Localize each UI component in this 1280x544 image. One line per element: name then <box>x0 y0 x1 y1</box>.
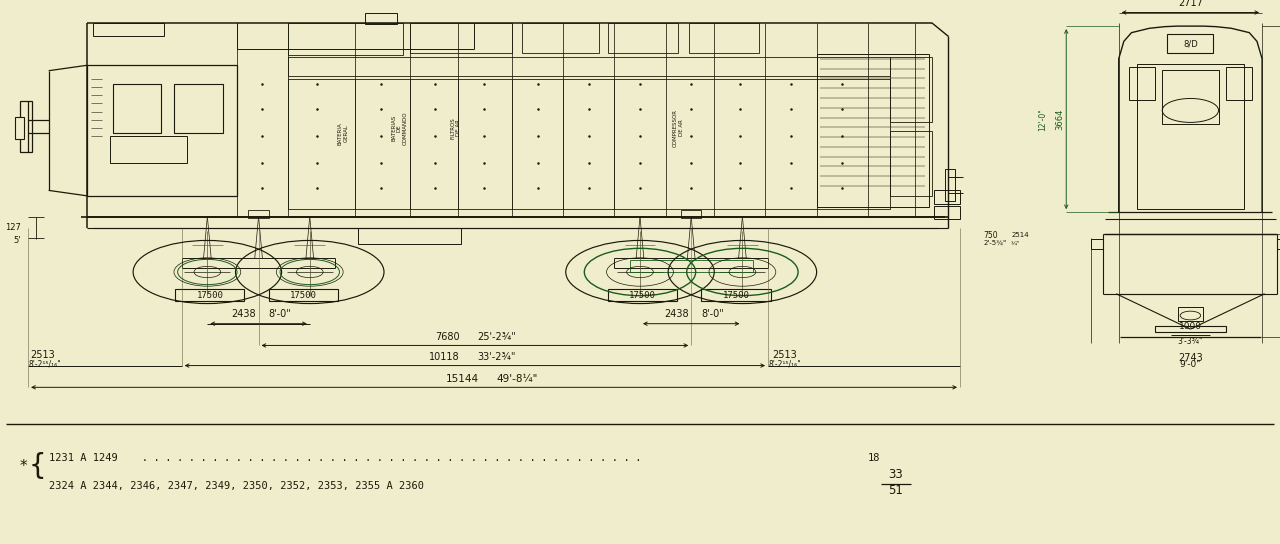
Text: 8'-0": 8'-0" <box>269 309 292 319</box>
Bar <box>681 210 701 218</box>
Bar <box>630 260 753 272</box>
Bar <box>1155 326 1226 332</box>
Text: 3'-3¾": 3'-3¾" <box>1178 337 1203 345</box>
Bar <box>1226 67 1252 100</box>
Bar <box>701 289 771 301</box>
Text: 1231 A 1249: 1231 A 1249 <box>49 453 118 462</box>
Bar <box>1167 34 1213 53</box>
Text: FILTROS
DE AR: FILTROS DE AR <box>451 117 461 139</box>
Text: 17500: 17500 <box>723 291 749 300</box>
Text: 51: 51 <box>888 484 904 497</box>
Text: 2513: 2513 <box>31 350 55 360</box>
Bar <box>288 79 890 209</box>
Bar <box>248 210 269 218</box>
Text: 8'-2¹⁵/₁₆": 8'-2¹⁵/₁₆" <box>768 360 801 368</box>
Text: 10118: 10118 <box>429 353 460 362</box>
Text: *: * <box>19 459 27 474</box>
Bar <box>288 23 403 55</box>
Text: 8'-11": 8'-11" <box>1176 0 1204 1</box>
Text: 2743: 2743 <box>1178 353 1203 363</box>
Text: 8'-2¹⁵/₁₆": 8'-2¹⁵/₁₆" <box>28 360 61 368</box>
Bar <box>365 13 397 24</box>
Text: 2324 A 2344, 2346, 2347, 2349, 2350, 2352, 2353, 2355 A 2360: 2324 A 2344, 2346, 2347, 2349, 2350, 235… <box>49 481 424 491</box>
Bar <box>288 57 890 76</box>
Bar <box>1129 67 1155 100</box>
Text: 2513: 2513 <box>772 350 796 360</box>
Bar <box>175 289 244 301</box>
Text: 2'-5¾": 2'-5¾" <box>983 240 1006 246</box>
Text: 17500: 17500 <box>197 291 223 300</box>
Text: 2438: 2438 <box>664 309 689 319</box>
Bar <box>817 54 929 207</box>
Text: 5': 5' <box>13 237 20 245</box>
Text: 7680: 7680 <box>435 332 460 342</box>
Text: BATERIAS
DE
COMMANDO: BATERIAS DE COMMANDO <box>392 111 407 145</box>
Bar <box>410 23 512 53</box>
Text: 8'-0": 8'-0" <box>701 309 724 319</box>
Bar <box>174 84 223 133</box>
Text: 1000: 1000 <box>1179 322 1202 331</box>
Bar <box>890 57 932 122</box>
Bar <box>15 117 24 139</box>
Text: 12'-0": 12'-0" <box>1038 108 1048 131</box>
Text: COMPRESSOR
DE AR: COMPRESSOR DE AR <box>673 109 684 147</box>
Bar <box>110 136 187 163</box>
Bar <box>934 206 960 219</box>
Text: 2717: 2717 <box>1178 0 1203 8</box>
Text: 17500: 17500 <box>291 291 316 300</box>
Bar <box>689 23 759 53</box>
Bar <box>522 23 599 53</box>
Bar <box>93 23 164 36</box>
Text: 33'-2¾": 33'-2¾" <box>477 353 516 362</box>
Bar <box>934 190 960 204</box>
Bar <box>269 289 338 301</box>
Bar <box>945 169 955 201</box>
Bar <box>1178 307 1203 321</box>
Text: 49'-8¼": 49'-8¼" <box>497 374 538 384</box>
Text: 15144: 15144 <box>445 374 479 384</box>
Text: . . . . . . . . . . . . . . . . . . . . . . . . . . . . . . . . . . . . . . . . : . . . . . . . . . . . . . . . . . . . . … <box>136 453 641 462</box>
Text: 8/D: 8/D <box>1183 39 1198 48</box>
Text: 127: 127 <box>5 223 20 232</box>
Text: ¾": ¾" <box>1011 240 1020 246</box>
Text: 25'-2¾": 25'-2¾" <box>477 332 516 342</box>
Text: 9'-0": 9'-0" <box>1180 360 1201 369</box>
Bar <box>358 228 461 244</box>
Bar <box>1162 70 1219 124</box>
Text: 750: 750 <box>983 231 997 239</box>
Text: 17500: 17500 <box>630 291 655 300</box>
Text: 18: 18 <box>868 453 881 462</box>
Bar <box>87 65 237 196</box>
Bar <box>890 131 932 196</box>
Text: BATERIA
GERAL: BATERIA GERAL <box>338 122 348 145</box>
Bar <box>20 101 32 152</box>
Bar <box>608 23 678 53</box>
Bar <box>608 289 677 301</box>
Text: 2514: 2514 <box>1011 232 1029 238</box>
Text: 3664: 3664 <box>1055 108 1065 130</box>
Text: 2438: 2438 <box>232 309 256 319</box>
Bar <box>113 84 161 133</box>
Text: {: { <box>28 452 46 480</box>
Bar <box>1137 64 1244 209</box>
Text: 33: 33 <box>888 468 904 481</box>
